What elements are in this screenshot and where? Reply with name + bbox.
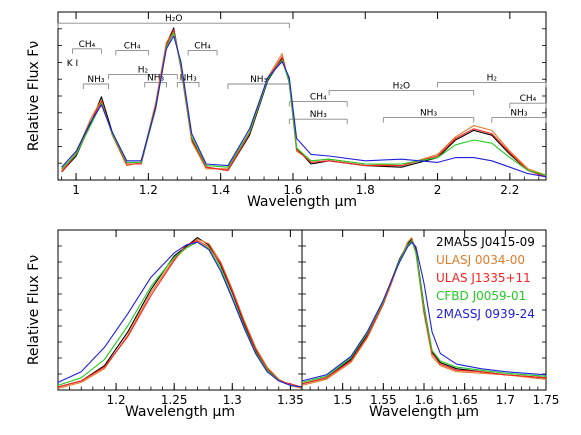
- top-x-ticks: 1 1.2 1.4 1.6 1.8 2 2.2: [58, 12, 546, 197]
- bottom-right-x-axis-label: Wavelength μm: [369, 404, 479, 420]
- legend: 2MASS J0415-09 ULASJ 0034-00 ULAS J1335+11…: [436, 235, 535, 321]
- top-series-line-4: [61, 35, 547, 178]
- bottom-left-x-ticks: 1.2 1.25 1.3 1.35: [57, 230, 304, 407]
- bottom-left-x-tick-label: 1.25: [161, 393, 188, 407]
- bottom-left-x-axis-label: Wavelength μm: [125, 404, 235, 420]
- top-x-tick-label: 1.2: [139, 183, 158, 197]
- top-x-tick-label: 1.6: [283, 183, 302, 197]
- annotation-label: NH₃: [147, 73, 165, 83]
- annotation-label: H₂: [138, 65, 149, 75]
- annotation-label: H₂O: [393, 81, 410, 91]
- top-x-axis-label: Wavelength μm: [247, 194, 357, 210]
- annotation-label: NH₃: [87, 75, 105, 85]
- annotation-label: CH₄: [520, 94, 537, 104]
- bottom-left-series-lines: [57, 237, 303, 390]
- top-x-tick-label: 2.2: [500, 183, 519, 197]
- annotation-label: H₂O: [165, 14, 182, 24]
- top-y-axis-label: Relative Flux Fν: [26, 41, 42, 152]
- bottom-right-x-tick-label: 1.75: [533, 393, 560, 407]
- top-series-line-1: [61, 30, 547, 176]
- bottom-left-series-line-3: [57, 241, 303, 388]
- top-x-tick-label: 1.8: [356, 183, 375, 197]
- annotation-label: K I: [67, 59, 78, 69]
- bottom-left-x-tick-label: 1.3: [223, 393, 242, 407]
- legend-entry: 2MASS J0415-09: [436, 235, 535, 249]
- legend-entry: 2MASSJ 0939-24: [436, 307, 535, 321]
- annotation-label: NH₃: [180, 73, 198, 83]
- bottom-left-panel: 1.2 1.25 1.3 1.35 Wavelength μm Relative Fl…: [26, 229, 304, 420]
- annotation-label: NH₃: [510, 109, 528, 119]
- bottom-right-series-line-1: [301, 237, 547, 386]
- bottom-right-x-tick-label: 1.6: [414, 393, 433, 407]
- annotation-label: NH₃: [310, 110, 328, 120]
- annotation-label: NH₃: [420, 109, 438, 119]
- bottom-left-x-tick-label: 1.2: [107, 393, 126, 407]
- bottom-right-series-lines: [301, 237, 547, 386]
- top-x-tick-label: 1.4: [211, 183, 230, 197]
- bottom-right-x-tick-label: 1.65: [451, 393, 478, 407]
- annotation-label: NH₃: [250, 75, 268, 85]
- bottom-right-x-tick-label: 1.5: [333, 393, 352, 407]
- bottom-right-x-ticks: 1.5 1.55 1.6 1.65 1.7 1.75: [301, 230, 560, 407]
- bottom-left-x-tick-label: 1.35: [277, 393, 304, 407]
- legend-entry: ULASJ 0034-00: [436, 253, 525, 267]
- legend-entry: ULAS J1335+11: [436, 271, 531, 285]
- bottom-right-x-tick-label: 1.55: [370, 393, 397, 407]
- annotation-label: CH₄: [124, 41, 141, 51]
- top-series-line-3: [61, 32, 547, 176]
- bottom-right-series-line-3: [301, 240, 547, 383]
- bottom-right-panel: 1.5 1.55 1.6 1.65 1.7 1.75 2MASS J0415-09 ULAS…: [301, 229, 560, 420]
- bottom-left-series-line-4: [57, 241, 303, 388]
- annotation-label: H₂: [487, 73, 498, 83]
- top-x-tick-label: 1: [72, 183, 80, 197]
- bottom-left-series-line-2: [57, 240, 303, 388]
- annotation-label: CH₄: [79, 40, 96, 50]
- bottom-right-x-tick-label: 1.7: [496, 393, 515, 407]
- annotation-label: CH₄: [194, 41, 211, 51]
- bottom-right-series-line-4: [301, 241, 547, 382]
- bottom-y-axis-label: Relative Flux Fν: [26, 255, 42, 366]
- legend-entry: CFBD J0059-01: [436, 289, 526, 303]
- top-x-tick-label: 2: [434, 183, 442, 197]
- annotation-label: CH₄: [310, 93, 327, 103]
- top-series-lines: [61, 27, 547, 178]
